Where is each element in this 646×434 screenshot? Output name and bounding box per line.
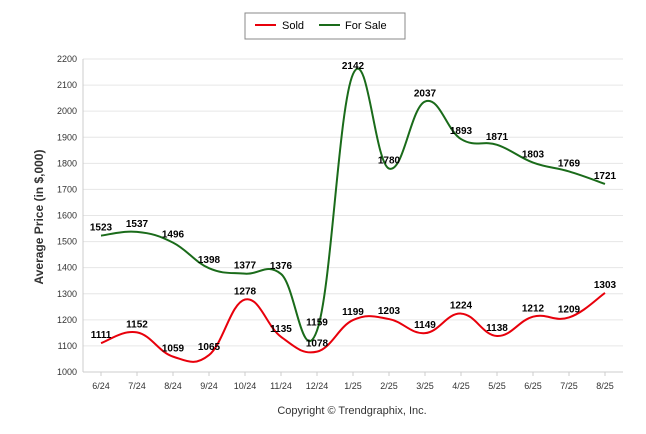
data-label-sold: 1203 xyxy=(378,306,401,317)
y-tick-label: 1000 xyxy=(57,367,77,377)
data-label-sold: 1199 xyxy=(342,307,364,318)
y-axis-label: Average Price (in $,000) xyxy=(32,150,46,285)
legend-label-sold: Sold xyxy=(282,20,304,32)
y-tick-label: 1300 xyxy=(57,289,77,299)
x-tick-label: 9/24 xyxy=(200,381,218,391)
y-tick-label: 2200 xyxy=(57,54,77,64)
x-tick-label: 5/25 xyxy=(488,381,506,391)
data-label-for-sale: 1376 xyxy=(270,261,293,272)
x-tick-label: 6/25 xyxy=(524,381,542,391)
axes: 1000 1100 1200 1300 1400 1500 1600 1700 1800 1900… xyxy=(57,54,623,391)
data-label-for-sale: 1159 xyxy=(306,318,328,329)
series-line-for-sale xyxy=(100,67,606,342)
x-tick-label: 6/24 xyxy=(92,381,110,391)
y-tick-label: 1900 xyxy=(57,132,77,142)
series xyxy=(100,67,606,363)
data-label-for-sale: 2142 xyxy=(342,61,365,72)
x-tick-label: 1/25 xyxy=(344,381,362,391)
data-label-sold: 1149 xyxy=(414,320,436,331)
data-label-for-sale: 1523 xyxy=(90,223,113,234)
x-tick-label: 7/24 xyxy=(128,381,146,391)
data-label-sold: 1303 xyxy=(594,280,617,291)
data-label-for-sale: 1721 xyxy=(594,171,617,182)
data-label-sold: 1278 xyxy=(234,286,257,297)
x-tick-label: 8/25 xyxy=(596,381,614,391)
x-tick-label: 12/24 xyxy=(306,381,329,391)
y-tick-label: 1500 xyxy=(57,237,77,247)
y-tick-label: 1100 xyxy=(58,341,77,351)
data-label-for-sale: 1377 xyxy=(234,261,257,272)
x-tick-label: 7/25 xyxy=(560,381,578,391)
x-tick-label: 8/24 xyxy=(164,381,182,391)
series-line-sold xyxy=(100,292,606,363)
data-label-sold: 1138 xyxy=(486,323,508,334)
y-tick-label: 1400 xyxy=(57,263,77,273)
y-tick-label: 1200 xyxy=(57,315,77,325)
x-tick-label: 3/25 xyxy=(416,381,434,391)
data-label-for-sale: 1398 xyxy=(198,255,221,266)
data-label-sold: 1059 xyxy=(162,344,185,355)
data-label-sold: 1111 xyxy=(91,330,112,341)
data-label-sold: 1209 xyxy=(558,304,581,315)
data-label-sold: 1152 xyxy=(126,319,148,330)
data-label-sold: 1078 xyxy=(306,339,329,350)
data-label-for-sale: 1496 xyxy=(162,230,185,241)
data-label-for-sale: 1871 xyxy=(486,132,509,143)
y-tick-label: 2100 xyxy=(57,80,77,90)
data-label-for-sale: 2037 xyxy=(414,89,437,100)
x-tick-label: 10/24 xyxy=(234,381,257,391)
x-tick-label: 2/25 xyxy=(380,381,398,391)
y-tick-label: 1800 xyxy=(57,158,77,168)
y-tick-label: 1700 xyxy=(57,184,77,194)
data-label-for-sale: 1893 xyxy=(450,126,473,137)
legend-label-for-sale: For Sale xyxy=(345,20,387,32)
data-label-sold: 1212 xyxy=(522,304,545,315)
copyright: Copyright © Trendgraphix, Inc. xyxy=(277,405,426,417)
data-label-for-sale: 1780 xyxy=(378,156,401,167)
x-tick-label: 11/24 xyxy=(270,381,292,391)
data-label-sold: 1135 xyxy=(270,324,292,335)
grid xyxy=(83,58,623,373)
y-tick-label: 1600 xyxy=(57,211,77,221)
legend: Sold For Sale xyxy=(244,12,406,40)
data-label-for-sale: 1803 xyxy=(522,150,545,161)
x-tick-label: 4/25 xyxy=(452,381,470,391)
data-label-for-sale: 1769 xyxy=(558,158,581,169)
data-label-sold: 1224 xyxy=(450,301,473,312)
y-tick-label: 2000 xyxy=(57,106,77,116)
data-label-for-sale: 1537 xyxy=(126,219,149,230)
data-labels: 1111 1152 1059 1065 1278 1135 1078 1199 1203 1149… xyxy=(90,61,617,354)
data-label-sold: 1065 xyxy=(198,342,221,353)
